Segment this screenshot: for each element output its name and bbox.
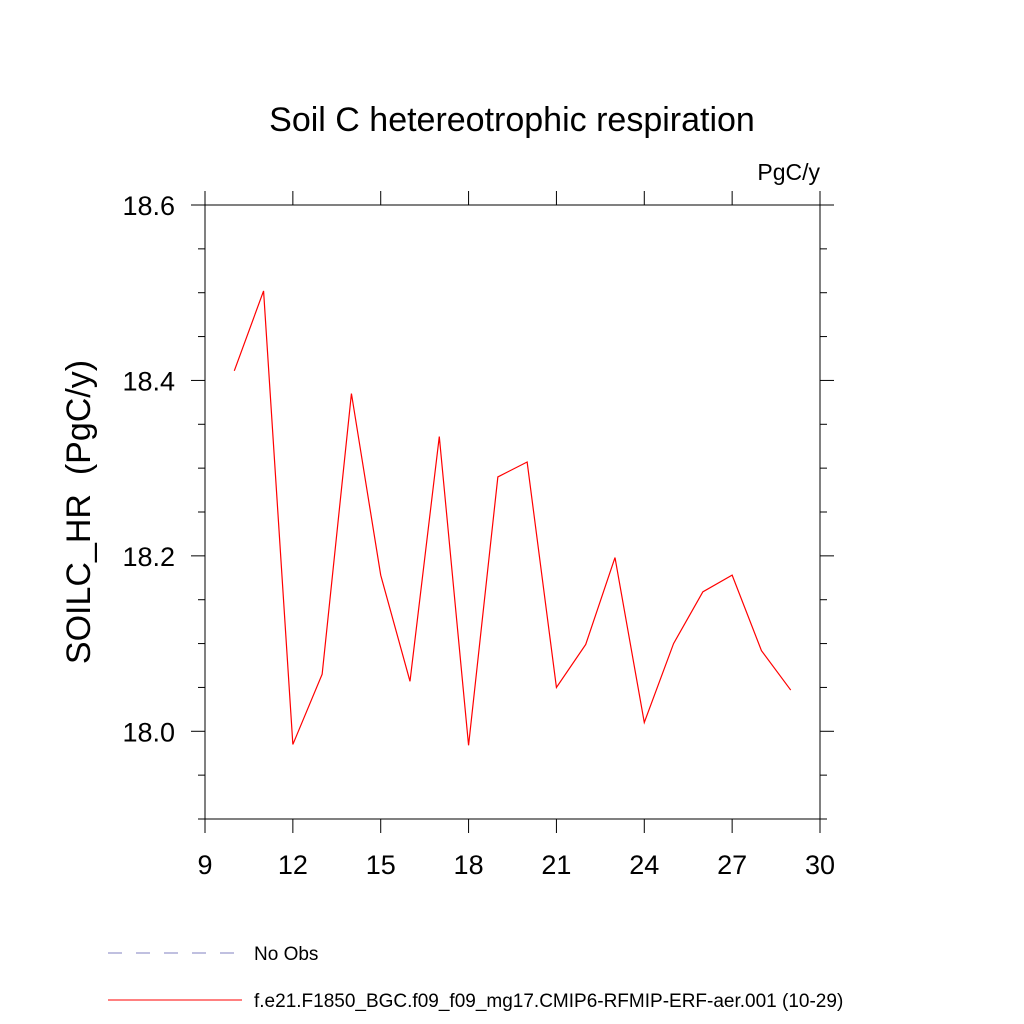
legend: No Obs f.e21.F1850_BGC.f09_f09_mg17.CMIP… (108, 944, 843, 1012)
x-tick-label: 30 (805, 850, 835, 880)
y-tick-label: 18.0 (122, 717, 175, 747)
y-tick-label: 18.6 (122, 191, 175, 221)
legend-label-series: f.e21.F1850_BGC.f09_f09_mg17.CMIP6-RFMIP… (254, 991, 843, 1012)
y-axis-ticks: 18.0 18.2 18.4 18.6 (122, 191, 834, 820)
y-axis-label: SOILC_HR (PgC/y) (60, 360, 98, 664)
x-tick-label: 21 (541, 850, 571, 880)
legend-label-no-obs: No Obs (254, 944, 318, 965)
series-line (233, 290, 792, 746)
series-layer (233, 290, 792, 746)
x-tick-label: 24 (629, 850, 659, 880)
x-tick-label: 12 (278, 850, 308, 880)
chart-title: Soil C hetereotrophic respiration (269, 101, 755, 139)
y-tick-label: 18.2 (122, 542, 175, 572)
x-tick-label: 9 (197, 850, 212, 880)
units-label: PgC/y (757, 159, 820, 185)
x-tick-label: 18 (454, 850, 484, 880)
x-axis-ticks: 9 12 15 18 21 24 27 30 (197, 191, 835, 880)
x-tick-label: 27 (717, 850, 747, 880)
plot-frame (204, 204, 821, 820)
x-tick-label: 15 (366, 850, 396, 880)
y-tick-label: 18.4 (122, 366, 175, 396)
